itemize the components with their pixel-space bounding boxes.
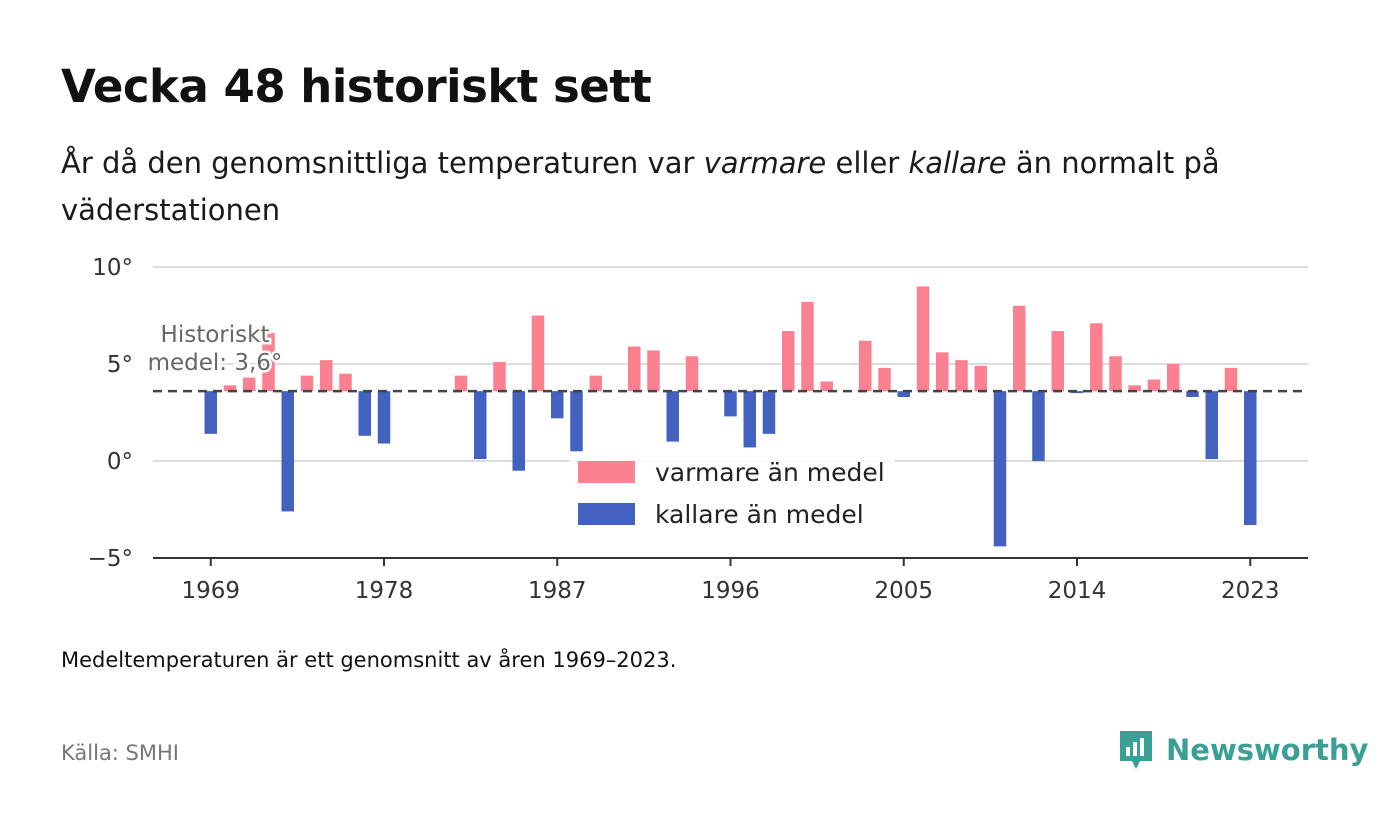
bar-2019: [1167, 364, 1180, 392]
subtitle-warm-word: varmare: [703, 146, 827, 180]
bar-2016: [1109, 356, 1122, 392]
x-tick-label: 1987: [528, 578, 587, 604]
bar-1999: [782, 331, 795, 392]
brand-name: Newsworthy: [1166, 733, 1369, 767]
bar-2021: [1205, 391, 1218, 460]
bar-1982: [454, 375, 468, 392]
x-tick-label: 1969: [181, 578, 240, 604]
bar-1994: [685, 356, 699, 392]
y-axis-ticks: 10° 5° 0° −5°: [88, 255, 133, 572]
bar-1997: [743, 391, 756, 448]
x-tick-label: 1978: [355, 578, 414, 604]
bar-1987: [551, 391, 564, 419]
y-tick-label: 5°: [107, 352, 133, 378]
bar-1985: [512, 391, 525, 471]
x-tick-label: 2005: [874, 578, 933, 604]
brand-logo: Newsworthy: [1118, 728, 1368, 772]
bar-1969: [204, 391, 217, 434]
x-tick-label: 2023: [1221, 578, 1280, 604]
subtitle-cold-word: kallare: [908, 146, 1007, 180]
subtitle-part-3: än normalt på väderstationen: [61, 146, 1220, 227]
subtitle-part-1: År då den genomsnittliga temperaturen va…: [61, 146, 704, 180]
bar-1971: [243, 377, 256, 392]
bar-1972: [262, 332, 275, 392]
bar-1998: [762, 391, 776, 434]
bar-1992: [647, 350, 660, 392]
bar-1978: [377, 391, 391, 444]
bar-1988: [570, 391, 583, 452]
bar-1974: [300, 375, 314, 392]
legend-swatch: [578, 503, 635, 525]
legend-label: kallare än medel: [655, 500, 864, 529]
x-tick-label: 1996: [701, 578, 760, 604]
chart-subtitle: År då den genomsnittliga temperaturen va…: [61, 140, 1311, 234]
bar-2003: [859, 340, 872, 392]
bar-2022: [1224, 367, 1238, 392]
footnote: Medeltemperaturen är ett genomsnitt av å…: [61, 648, 677, 672]
bar-2008: [955, 360, 968, 392]
bar-2011: [1013, 305, 1026, 392]
bar-1996: [724, 391, 737, 417]
bar-1973: [281, 391, 294, 512]
bar-1970: [223, 385, 237, 392]
bar-2023: [1244, 391, 1257, 526]
bar-2005: [897, 391, 910, 397]
subtitle-part-2: eller: [826, 146, 909, 180]
source-label: Källa: SMHI: [61, 741, 179, 765]
bar-2018: [1147, 379, 1161, 392]
newsworthy-logo-icon: [1120, 731, 1152, 769]
bar-1983: [474, 391, 487, 460]
y-tick-label: 10°: [92, 255, 133, 281]
chart-title: Vecka 48 historiskt sett: [61, 60, 652, 113]
bar-2006: [916, 286, 930, 392]
baseline-label: Historiskt medel: 3,6°: [148, 322, 283, 376]
y-tick-label: 0°: [107, 449, 133, 475]
x-axis-ticks: 1969 1978 1987 1996 2005 2014 2023: [181, 558, 1280, 604]
legend-label: varmare än medel: [655, 458, 885, 487]
bar-2001: [820, 381, 833, 392]
y-tick-label: −5°: [88, 546, 133, 572]
x-tick-label: 2014: [1048, 578, 1107, 604]
bar-2015: [1090, 323, 1103, 392]
bar-1986: [531, 315, 545, 392]
bar-2007: [936, 352, 949, 392]
baseline-label-line: medel: 3,6°: [148, 350, 283, 376]
bar-2017: [1128, 385, 1141, 392]
bar-2000: [801, 301, 814, 392]
bar-chart: 10° 5° 0° −5° Historiskt medel: 3,6° 1969 197…: [88, 255, 1308, 604]
baseline-label-line: Historiskt: [161, 322, 270, 348]
bar-1989: [589, 375, 602, 392]
legend-swatch: [578, 461, 635, 483]
bar-2009: [974, 365, 987, 392]
bar-2004: [878, 367, 891, 392]
bar-1993: [666, 391, 679, 442]
bars: [204, 286, 1257, 547]
bar-1991: [628, 346, 641, 392]
legend: varmare än medel kallare än medel: [570, 453, 895, 541]
bar-1977: [358, 391, 371, 436]
bar-2020: [1186, 391, 1199, 397]
bar-1975: [320, 360, 333, 392]
bar-1984: [493, 362, 506, 392]
bar-2012: [1032, 391, 1045, 461]
bar-1976: [339, 373, 352, 392]
bar-2013: [1051, 331, 1064, 392]
bar-2010: [993, 391, 1007, 547]
